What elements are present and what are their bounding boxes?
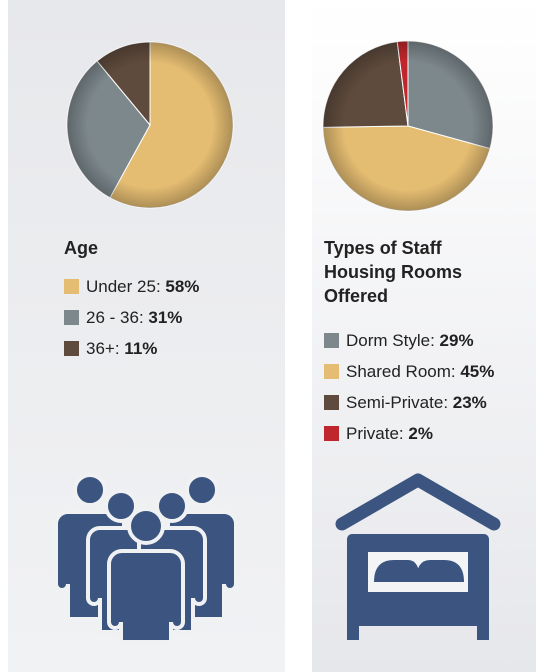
value-label: 2% [408,423,433,443]
legend-item: Dorm Style29% [324,325,494,356]
value-label: 29% [439,330,474,350]
legend-label: 36+ [86,339,124,359]
legend-swatch [64,310,79,325]
legend: Dorm Style29%Shared Room45%Semi-Private2… [324,325,494,449]
legend-swatch [324,395,339,410]
legend: Under 2558%26 - 3631%36+11% [64,271,199,364]
legend-item: Private2% [324,418,494,449]
legend-label: Shared Room [346,362,460,382]
bed-icon [335,473,501,640]
legend-item: Semi-Private23% [324,387,494,418]
legend-label: 26 - 36 [86,308,148,328]
people-icon [54,473,238,644]
value-label: 31% [148,307,183,327]
legend-item: 26 - 3631% [64,302,199,333]
value-label: 45% [460,361,495,381]
legend-swatch [324,333,339,348]
legend-swatch [64,341,79,356]
legend-label: Under 25 [86,277,165,297]
value-label: 58% [165,276,200,296]
legend-label: Semi-Private [346,393,453,413]
legend-label: Private [346,424,408,444]
legend-item: Under 2558% [64,271,199,302]
legend-item: 36+11% [64,333,199,364]
chart-title: Age [64,238,99,258]
legend-item: Shared Room45% [324,356,494,387]
chart-title: Types of Staff Housing Rooms Offered [324,238,462,306]
legend-swatch [324,364,339,379]
legend-swatch [64,279,79,294]
legend-swatch [324,426,339,441]
legend-label: Dorm Style [346,331,440,351]
value-label: 11% [124,338,158,358]
value-label: 23% [452,392,487,412]
